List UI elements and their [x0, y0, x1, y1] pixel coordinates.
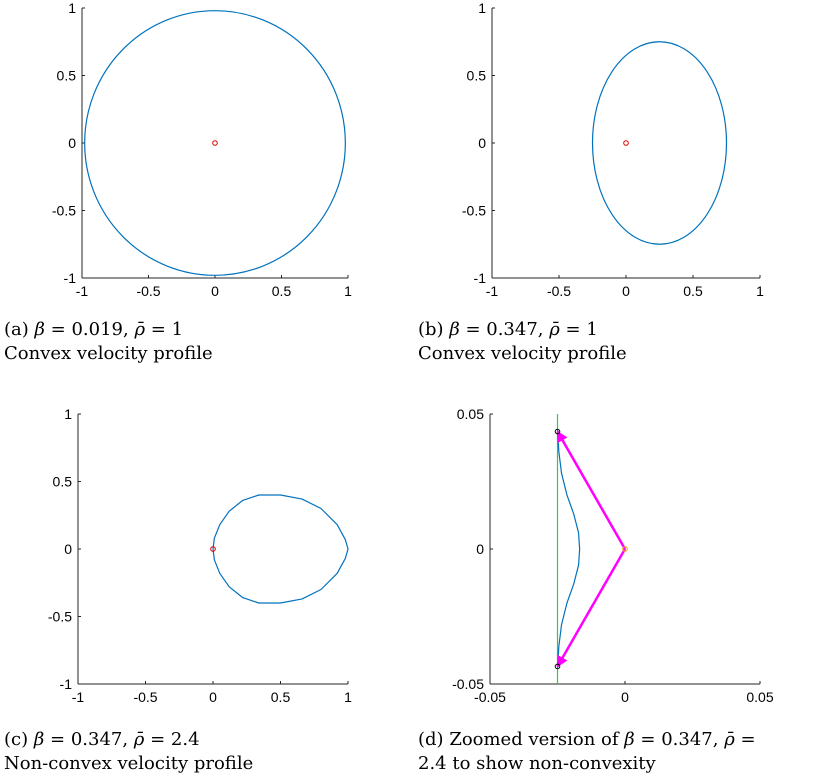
x-tick-label-b: 0: [622, 283, 630, 299]
caption-c: (c) β = 0.347, ρ̄ = 2.4 Non-convex veloc…: [4, 728, 253, 776]
y-tick-label-d: 0: [476, 541, 484, 557]
y-tick-label-a: -0.5: [52, 203, 76, 219]
caption-c-rho: 2.4: [170, 729, 200, 750]
y-tick-label-b: 0.5: [467, 68, 487, 84]
caption-b-description: Convex velocity profile: [418, 343, 627, 364]
x-tick-label-b: -0.5: [547, 283, 571, 299]
caption-a-beta: 0.019: [71, 319, 123, 340]
plot-a: -1 -0.5 0 0.5 1 -1 -0.5 0 0.5 1: [52, 0, 352, 299]
x-tick-label-a: -1: [76, 283, 89, 299]
point-marker-d: [554, 663, 561, 670]
caption-d-suffix: to show non-convexity: [452, 753, 656, 774]
caption-c-label: (c): [4, 729, 29, 750]
x-tick-label-d: 0: [621, 689, 629, 705]
x-tick-label-b: 0.5: [683, 283, 703, 299]
caption-d-line-1: (d) Zoomed version of β = 0.347, ρ̄ =: [418, 729, 756, 750]
x-tick-label-d: -0.05: [474, 689, 506, 705]
point-marker-d: [622, 546, 628, 552]
y-tick-label-a: 0.5: [57, 68, 77, 84]
caption-c-line-1: (c) β = 0.347, ρ̄ = 2.4: [4, 729, 200, 750]
caption-a-description: Convex velocity profile: [4, 343, 213, 364]
x-tick-label-c: 1: [344, 689, 352, 705]
caption-d-line-2: 2.4 to show non-convexity: [418, 752, 756, 776]
caption-b-beta: 0.347: [486, 319, 538, 340]
caption-d-rho: 2.4: [418, 753, 447, 774]
vector-arrow-d: [556, 548, 627, 668]
plot-d: -0.05 0 0.05 -0.05 0 0.05: [452, 406, 774, 705]
caption-a: (a) β = 0.019, ρ̄ = 1 Convex velocity pr…: [4, 318, 213, 366]
y-tick-label-c: -1: [60, 676, 73, 692]
caption-a-label: (a): [4, 319, 29, 340]
y-tick-label-c: 1: [64, 406, 72, 422]
y-tick-label-c: 0.5: [53, 474, 73, 490]
plot-b: -1 -0.5 0 0.5 1 -1 -0.5 0 0.5 1: [462, 0, 764, 299]
caption-b-rho: 1: [586, 319, 598, 340]
x-tick-label-c: 0.5: [271, 689, 291, 705]
x-tick-label-c: 0: [209, 689, 217, 705]
x-tick-label-c: -0.5: [133, 689, 157, 705]
profile-curve-c: [212, 494, 349, 604]
y-tick-label-a: 0: [68, 135, 76, 151]
caption-a-line-1: (a) β = 0.019, ρ̄ = 1: [4, 319, 184, 340]
x-tick-label-a: 0.5: [272, 283, 292, 299]
caption-b-line-1: (b) β = 0.347, ρ̄ = 1: [418, 319, 598, 340]
profile-curve-d: [556, 430, 581, 668]
y-tick-label-c: -0.5: [48, 609, 72, 625]
x-tick-label-a: 0: [211, 283, 219, 299]
caption-d-prefix: Zoomed version of: [449, 729, 619, 750]
point-marker-c: [210, 546, 216, 552]
x-tick-label-c: -1: [72, 689, 85, 705]
caption-a-rho: 1: [171, 319, 184, 340]
y-tick-label-d: 0.05: [457, 406, 484, 422]
y-tick-label-a: 1: [68, 0, 76, 16]
caption-c-description: Non-convex velocity profile: [4, 753, 254, 774]
vector-arrow-d: [556, 430, 627, 550]
point-marker-a: [212, 140, 218, 146]
caption-d-beta: 0.347: [661, 729, 713, 750]
caption-d: (d) Zoomed version of β = 0.347, ρ̄ = 2.…: [418, 728, 756, 776]
profile-curve-b: [591, 41, 728, 245]
point-marker-d: [554, 428, 561, 435]
plot-c: -1 -0.5 0 0.5 1 -1 -0.5 0 0.5 1: [48, 406, 352, 705]
caption-d-label: (d): [418, 729, 444, 750]
x-tick-label-b: -1: [486, 283, 499, 299]
x-tick-label-a: -0.5: [136, 283, 160, 299]
x-tick-label-d: 0.05: [746, 689, 773, 705]
y-tick-label-a: -1: [64, 270, 77, 286]
profile-curve-a: [84, 10, 346, 276]
y-tick-label-b: 0: [478, 135, 486, 151]
x-tick-label-b: 1: [756, 283, 764, 299]
y-tick-label-d: -0.05: [452, 676, 484, 692]
point-marker-b: [623, 140, 629, 146]
x-tick-label-a: 1: [344, 283, 352, 299]
caption-b-label: (b): [418, 319, 444, 340]
caption-c-beta: 0.347: [70, 729, 123, 750]
y-tick-label-c: 0: [64, 541, 72, 557]
y-tick-label-b: 1: [478, 0, 486, 16]
y-tick-label-b: -1: [474, 270, 487, 286]
caption-b: (b) β = 0.347, ρ̄ = 1 Convex velocity pr…: [418, 318, 627, 366]
y-tick-label-b: -0.5: [462, 203, 486, 219]
